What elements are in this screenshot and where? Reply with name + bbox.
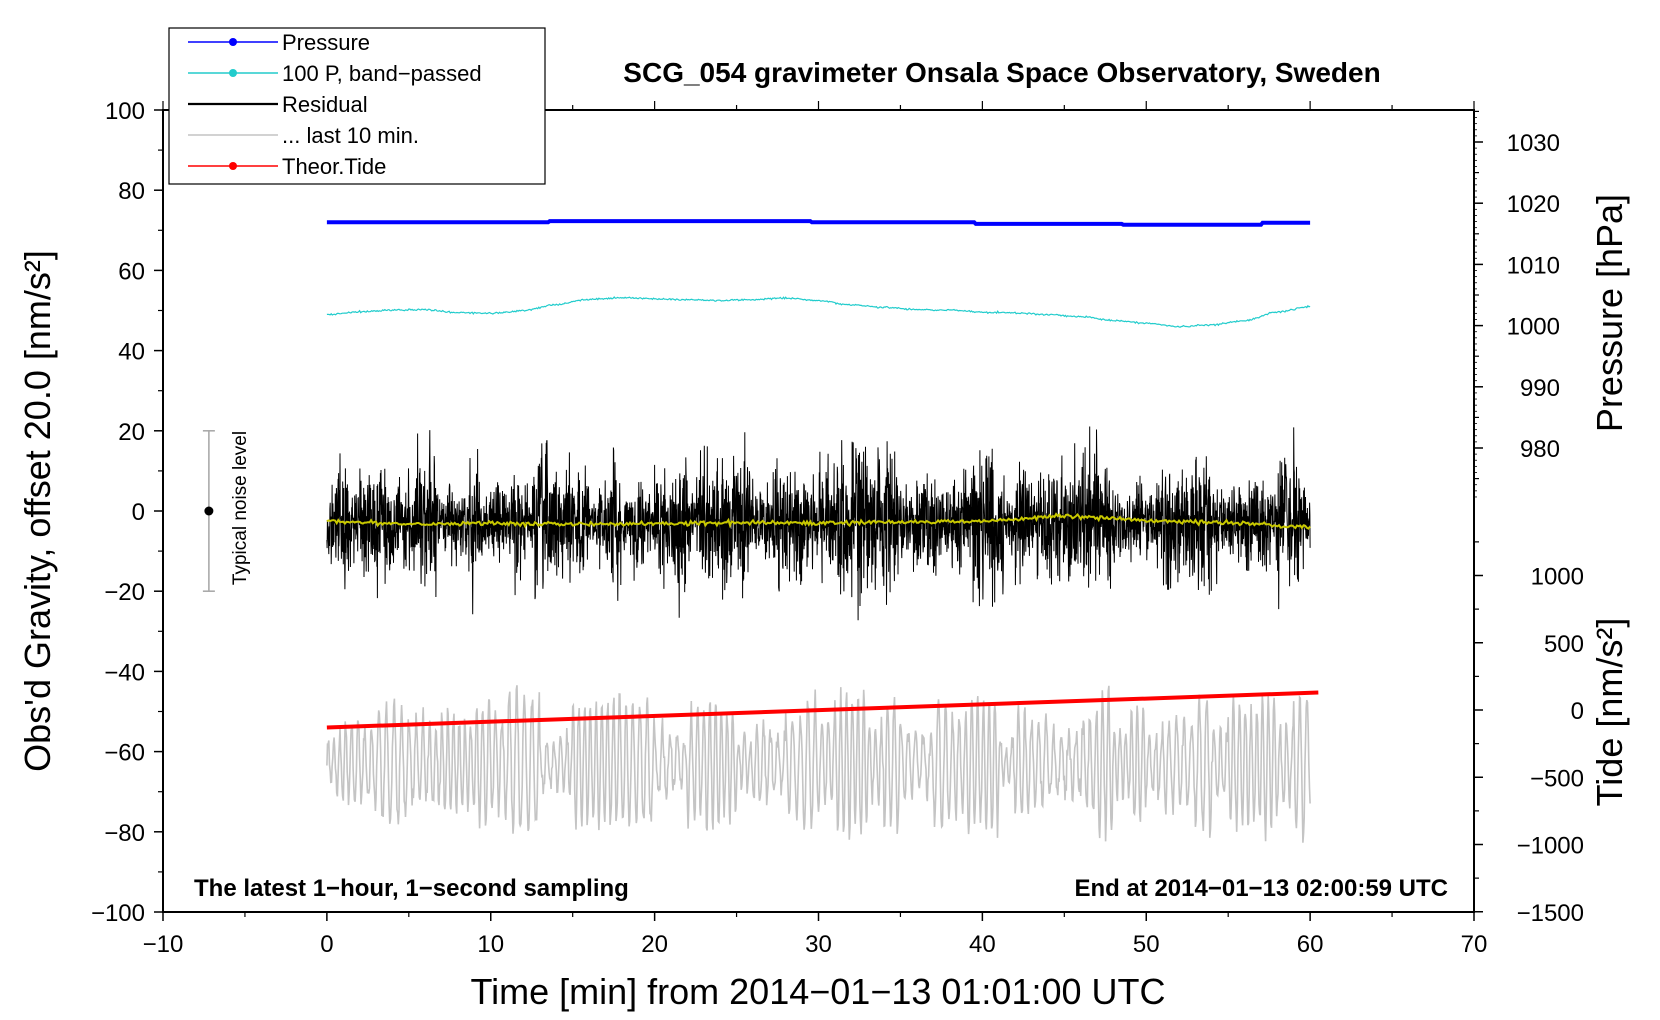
noise-bar-dot: [204, 506, 214, 516]
x-tick-label: 20: [641, 931, 668, 958]
legend-label: 100 P, band−passed: [282, 61, 482, 86]
y-tick-label-left: −60: [104, 740, 145, 767]
y-axis-label-pressure: Pressure [hPa]: [1589, 194, 1630, 432]
sampling-annotation: The latest 1−hour, 1−second sampling: [194, 875, 629, 902]
legend-marker: [229, 69, 237, 77]
residual-smoothed-line: [326, 512, 1311, 530]
y-tick-label-pressure: 980: [1520, 436, 1560, 463]
legend-box: [168, 27, 546, 185]
y-tick-label-left: 40: [118, 339, 145, 366]
tide-line: [326, 690, 1319, 730]
y-tick-label-left: 20: [118, 419, 145, 446]
y-tick-label-tide: −1000: [1517, 833, 1584, 860]
y-tick-label-pressure: 1020: [1507, 191, 1560, 218]
y-tick-label-left: −40: [104, 659, 145, 686]
x-tick-label: 0: [320, 931, 333, 958]
x-tick-label: 70: [1461, 931, 1488, 958]
ticks-layer: −10 0 10 20 30 40 50 60 70100806040200−20−40−60−…: [91, 98, 1584, 958]
y-tick-label-pressure: 990: [1520, 375, 1560, 402]
y-tick-label-tide: −500: [1530, 765, 1584, 792]
y-tick-label-tide: 1000: [1531, 564, 1584, 591]
band-passed-pressure-line: [326, 296, 1311, 328]
y-tick-label-left: 100: [105, 98, 145, 125]
legend-label: Pressure: [282, 30, 370, 55]
y-tick-label-left: −20: [104, 579, 145, 606]
x-tick-label: 50: [1133, 931, 1160, 958]
y-tick-label-pressure: 1030: [1507, 130, 1560, 157]
y-tick-label-pressure: 1000: [1507, 314, 1560, 341]
pressure-line: [326, 219, 1311, 227]
x-tick-label: −10: [143, 931, 184, 958]
legend-label: Residual: [282, 92, 368, 117]
y-tick-label-left: 80: [118, 178, 145, 205]
legend-label: ... last 10 min.: [282, 123, 419, 148]
x-tick-label: 30: [805, 931, 832, 958]
x-axis-label: Time [min] from 2014−01−13 01:01:00 UTC: [470, 971, 1165, 1012]
y-tick-label-tide: 0: [1571, 698, 1584, 725]
legend-marker: [229, 162, 237, 170]
y-tick-label-left: 0: [132, 499, 145, 526]
last-10-min-line: [326, 685, 1311, 843]
y-tick-label-left: −80: [104, 820, 145, 847]
y-axis-label-tide: Tide [nm/s²]: [1589, 618, 1630, 807]
x-tick-label: 60: [1297, 931, 1324, 958]
y-axis-label-left: Obs'd Gravity, offset 20.0 [nm/s²]: [17, 250, 58, 772]
residual-line: [326, 426, 1311, 621]
legend: Pressure 100 P, band−passed Residual ... la…: [168, 27, 546, 185]
y-tick-label-left: −100: [91, 900, 145, 927]
y-tick-label-left: 60: [118, 258, 145, 285]
y-tick-label-pressure: 1010: [1507, 252, 1560, 279]
legend-marker: [229, 38, 237, 46]
chart-title: SCG_054 gravimeter Onsala Space Observat…: [623, 57, 1380, 88]
noise-bar: [202, 429, 215, 593]
y-tick-label-tide: 500: [1544, 631, 1584, 658]
noise-bar-label: Typical noise level: [230, 431, 251, 585]
legend-label: Theor.Tide: [282, 154, 386, 179]
x-tick-label: 10: [477, 931, 504, 958]
y-tick-label-tide: −1500: [1517, 900, 1584, 927]
end-time-annotation: End at 2014−01−13 02:00:59 UTC: [1074, 875, 1448, 902]
series-layer: [326, 219, 1319, 843]
x-tick-label: 40: [969, 931, 996, 958]
